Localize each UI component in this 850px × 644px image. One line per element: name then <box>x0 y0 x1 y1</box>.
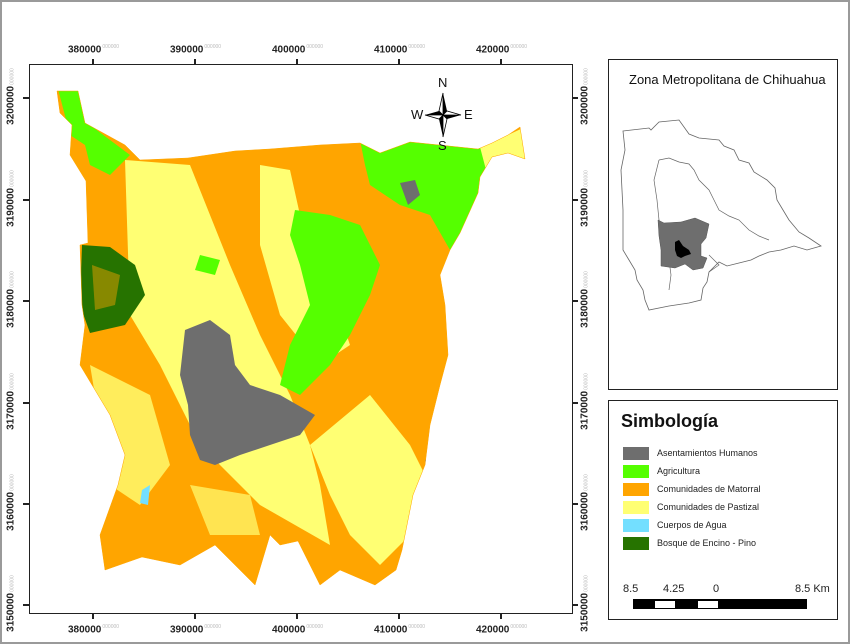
scale-bar <box>633 599 807 609</box>
y-tick-left <box>23 604 29 606</box>
legend-title: Simbología <box>621 411 719 431</box>
x-label-top: 380000000000 <box>68 44 120 56</box>
x-tick-bottom <box>500 613 502 619</box>
compass-north: N <box>438 75 448 90</box>
y-label-right: 3200000000000 <box>579 68 591 125</box>
y-label-left: 3150000000000 <box>5 575 17 632</box>
legend-item-agricultura: Agricultura <box>623 463 700 479</box>
x-tick-bottom <box>398 613 400 619</box>
x-label-top: 390000000000 <box>170 44 222 56</box>
x-tick-top <box>194 59 196 65</box>
legend-item-pastizal: Comunidades de Pastizal <box>623 499 759 515</box>
y-label-right: 3160000000000 <box>579 474 591 531</box>
legend-frame: Simbología Asentamientos Humanos Agricul… <box>608 400 838 620</box>
scale-label-zero: 0 <box>713 583 720 595</box>
x-tick-bottom <box>92 613 94 619</box>
compass-south: S <box>438 138 447 153</box>
y-tick-right <box>572 604 578 606</box>
x-tick-top <box>92 59 94 65</box>
swatch-bosque <box>623 536 649 550</box>
y-label-left: 3160000000000 <box>5 474 17 531</box>
swatch-agua <box>623 518 649 532</box>
y-tick-left <box>23 97 29 99</box>
state-outline-map <box>620 119 822 311</box>
y-tick-left <box>23 503 29 505</box>
inset-title: Zona Metropolitana de Chihuahua <box>629 72 826 87</box>
x-tick-top <box>398 59 400 65</box>
legend-item-matorral: Comunidades de Matorral <box>623 481 761 497</box>
y-label-right: 3190000000000 <box>579 170 591 227</box>
y-label-left: 3180000000000 <box>5 271 17 328</box>
y-label-left: 3200000000000 <box>5 68 17 125</box>
legend-item-agua: Cuerpos de Agua <box>623 517 727 533</box>
x-label-bottom: 410000000000 <box>374 624 426 636</box>
y-label-left: 3170000000000 <box>5 373 17 430</box>
scale-label-mid: 4.25 <box>663 583 685 595</box>
legend-item-bosque: Bosque de Encino - Pino <box>623 535 756 551</box>
land-use-map <box>56 90 526 586</box>
inset-map-frame: Zona Metropolitana de Chihuahua <box>608 59 838 390</box>
y-tick-left <box>23 300 29 302</box>
scale-label-right: 8.5 Km <box>795 583 830 595</box>
swatch-asentamientos <box>623 446 649 460</box>
x-label-bottom: 400000000000 <box>272 624 324 636</box>
y-tick-right <box>572 97 578 99</box>
y-tick-right <box>572 402 578 404</box>
compass-rose-icon <box>424 92 462 138</box>
north-arrow: N S W E <box>408 75 478 155</box>
y-tick-right <box>572 199 578 201</box>
scale-label-left: 8.5 <box>623 583 639 595</box>
swatch-matorral <box>623 482 649 496</box>
x-tick-bottom <box>296 613 298 619</box>
x-tick-top <box>296 59 298 65</box>
y-tick-right <box>572 300 578 302</box>
x-label-top: 420000000000 <box>476 44 528 56</box>
y-label-left: 3190000000000 <box>5 170 17 227</box>
y-label-right: 3180000000000 <box>579 271 591 328</box>
y-tick-left <box>23 199 29 201</box>
x-tick-bottom <box>194 613 196 619</box>
y-label-right: 3150000000000 <box>579 575 591 632</box>
compass-west: W <box>411 107 424 122</box>
swatch-pastizal <box>623 500 649 514</box>
x-label-bottom: 390000000000 <box>170 624 222 636</box>
swatch-agricultura <box>623 464 649 478</box>
x-label-top: 410000000000 <box>374 44 426 56</box>
x-label-bottom: 420000000000 <box>476 624 528 636</box>
legend-item-asentamientos: Asentamientos Humanos <box>623 445 758 461</box>
y-label-right: 3170000000000 <box>579 373 591 430</box>
main-map-frame: N S W E <box>29 64 573 614</box>
x-label-top: 400000000000 <box>272 44 324 56</box>
y-tick-left <box>23 402 29 404</box>
x-tick-top <box>500 59 502 65</box>
y-tick-right <box>572 503 578 505</box>
compass-east: E <box>464 107 473 122</box>
x-label-bottom: 380000000000 <box>68 624 120 636</box>
